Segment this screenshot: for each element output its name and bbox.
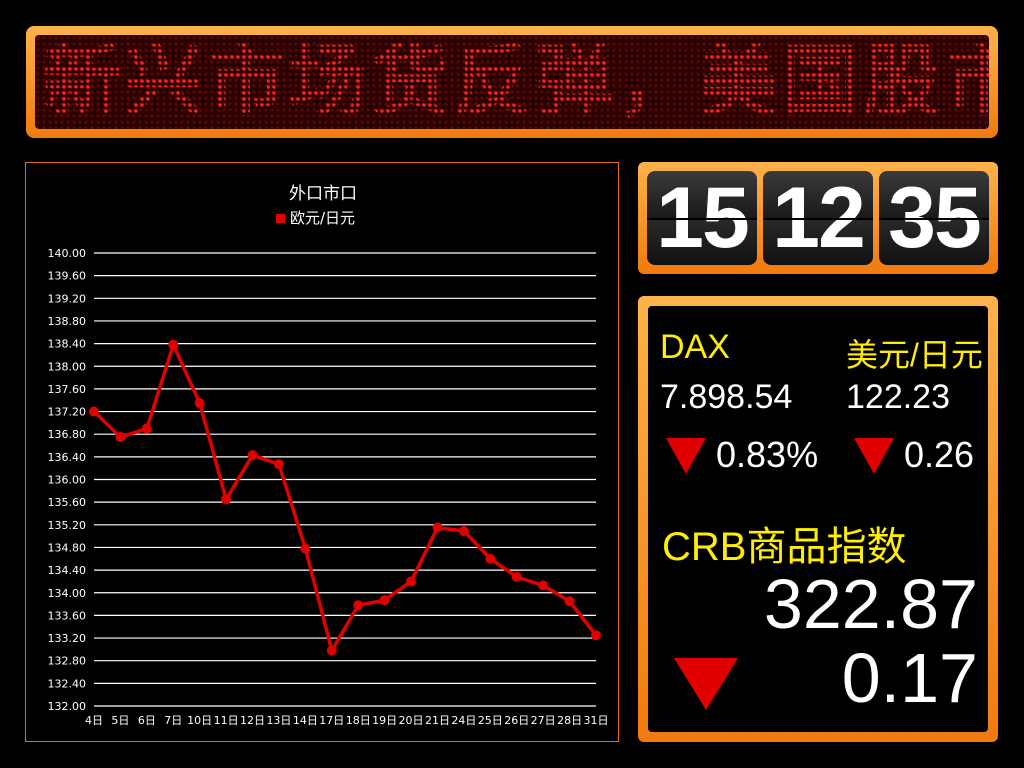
x-tick-label: 10日 <box>187 714 212 727</box>
y-tick-label: 133.60 <box>48 609 87 622</box>
y-tick-label: 137.20 <box>48 406 87 419</box>
data-point <box>353 600 364 611</box>
data-point <box>168 339 179 350</box>
usdjpy-label: 美元/日元 <box>846 337 983 373</box>
usdjpy-value: 122.23 <box>846 378 950 416</box>
crb-value: 322.87 <box>763 565 978 643</box>
x-tick-label: 5日 <box>111 714 129 727</box>
y-tick-label: 134.40 <box>48 564 87 577</box>
data-point <box>485 553 496 564</box>
x-tick-label: 14日 <box>293 714 318 727</box>
y-tick-label: 135.20 <box>48 519 87 532</box>
ticker-text: 新兴市场货反弹，美国股市 <box>43 37 989 127</box>
clock: 15 12 35 <box>638 162 998 274</box>
chart-title: 外口市口 <box>289 184 357 204</box>
x-tick-label: 12日 <box>240 714 265 727</box>
y-tick-label: 140.00 <box>48 247 87 260</box>
x-tick-label: 13日 <box>266 714 291 727</box>
y-tick-label: 139.60 <box>48 270 87 283</box>
y-tick-label: 136.80 <box>48 428 87 441</box>
series-line <box>92 342 598 653</box>
data-point <box>221 494 232 505</box>
dax-label: DAX <box>660 328 730 366</box>
usdjpy-change: 0.26 <box>904 434 975 475</box>
data-point <box>458 526 469 537</box>
clock-seconds: 35 <box>879 171 989 265</box>
y-tick-label: 139.20 <box>48 292 87 305</box>
y-tick-label: 133.20 <box>48 632 87 645</box>
y-tick-label: 137.60 <box>48 383 87 396</box>
data-point <box>379 595 390 606</box>
y-tick-label: 132.40 <box>48 677 87 690</box>
x-tick-label: 20日 <box>399 714 424 727</box>
x-tick-label: 4日 <box>85 714 103 727</box>
x-tick-label: 17日 <box>319 714 344 727</box>
dax-change: 0.83% <box>716 434 819 475</box>
clock-hours: 15 <box>647 171 757 265</box>
data-point <box>300 543 311 554</box>
y-tick-label: 132.80 <box>48 655 87 668</box>
y-tick-label: 138.40 <box>48 338 87 351</box>
news-ticker: 新兴市场货反弹，美国股市 <box>26 26 998 138</box>
x-tick-label: 27日 <box>531 714 556 727</box>
y-tick-label: 136.00 <box>48 474 87 487</box>
data-point <box>406 576 417 587</box>
y-tick-label: 132.00 <box>48 700 87 713</box>
chart-panel: 外口市口欧元/日元 140.00 139.60 139.20 138.80 138.40 1… <box>25 162 619 742</box>
crb-down-arrow-icon <box>674 658 738 710</box>
x-tick-label: 26日 <box>504 714 529 727</box>
data-point <box>511 571 522 582</box>
x-tick-label: 18日 <box>346 714 371 727</box>
data-point <box>115 432 126 443</box>
x-tick-label: 19日 <box>372 714 397 727</box>
data-point <box>273 459 284 470</box>
data-point <box>432 522 443 533</box>
legend-label: 欧元/日元 <box>290 209 355 227</box>
data-point <box>591 630 601 641</box>
usdjpy-down-arrow-icon <box>854 438 894 474</box>
x-tick-label: 31日 <box>584 714 609 727</box>
y-tick-label: 134.80 <box>48 541 87 554</box>
x-tick-label: 24日 <box>451 714 476 727</box>
y-tick-label: 136.40 <box>48 451 87 464</box>
crb-label: CRB商品指数 <box>662 525 907 569</box>
clock-hours-value: 15 <box>656 170 750 266</box>
crb-change: 0.17 <box>841 639 978 717</box>
x-tick-label: 6日 <box>138 714 156 727</box>
x-tick-label: 28日 <box>557 714 582 727</box>
data-point <box>89 406 99 417</box>
market-panel: DAX 美元/日元 7.898.54 122.23 0.83% 0.26 CRB… <box>638 296 998 742</box>
clock-seconds-value: 35 <box>888 170 982 266</box>
x-tick-label: 21日 <box>425 714 450 727</box>
dax-value: 7.898.54 <box>660 378 793 416</box>
y-tick-label: 138.80 <box>48 315 87 328</box>
clock-minutes-value: 12 <box>772 170 866 266</box>
data-point <box>564 596 575 607</box>
dax-down-arrow-icon <box>666 438 706 474</box>
x-tick-label: 11日 <box>214 714 239 727</box>
data-point <box>538 580 549 591</box>
legend-swatch <box>276 214 285 223</box>
y-tick-label: 134.00 <box>48 587 87 600</box>
data-point <box>141 423 152 434</box>
data-point <box>247 450 258 461</box>
y-tick-label: 138.00 <box>48 360 87 373</box>
y-tick-label: 135.60 <box>48 496 87 509</box>
data-point <box>194 398 205 409</box>
clock-minutes: 12 <box>763 171 873 265</box>
data-point <box>326 645 337 656</box>
x-tick-label: 25日 <box>478 714 503 727</box>
ticker-led-board: 新兴市场货反弹，美国股市 <box>35 35 989 129</box>
x-tick-label: 7日 <box>164 714 182 727</box>
